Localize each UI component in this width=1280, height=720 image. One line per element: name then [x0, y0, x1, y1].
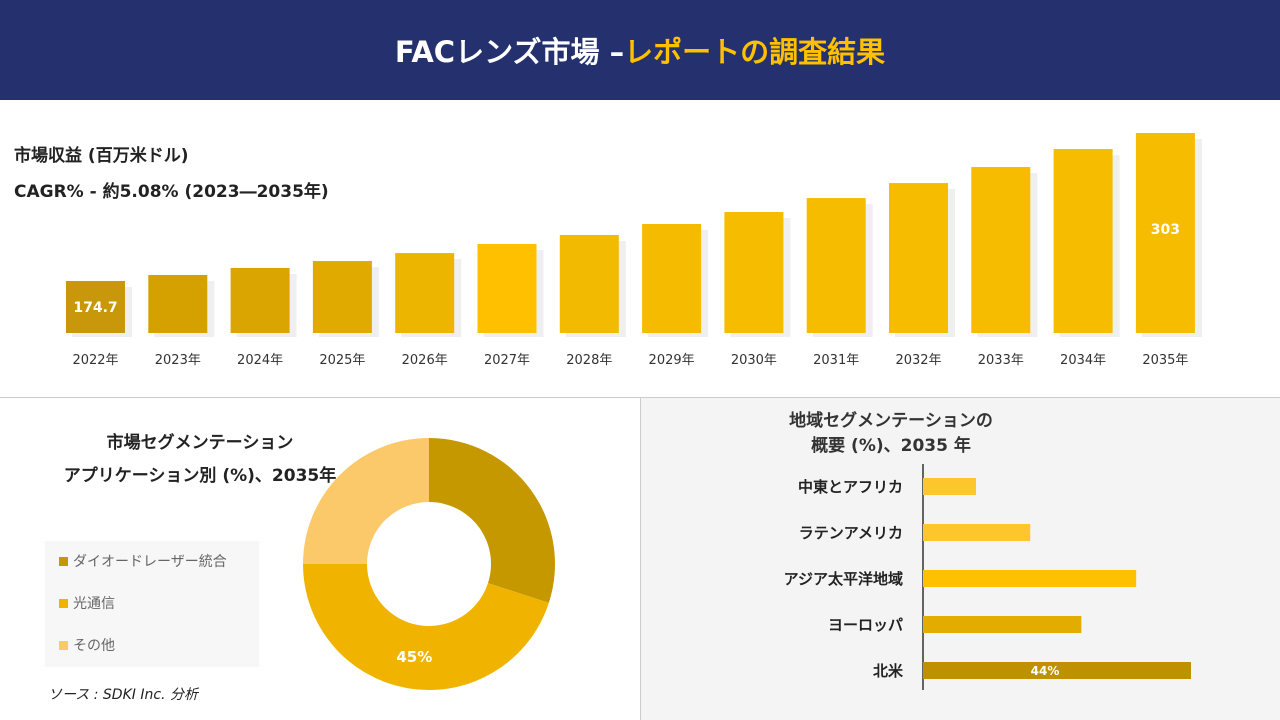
bar: [923, 662, 1191, 679]
revenue-bar-chart: 2022年 174.7 2023年 2024年 2025年 2026年 2027年 2028年…: [66, 133, 1202, 368]
legend-swatch: [59, 598, 68, 608]
bar: [923, 616, 1082, 633]
x-tick-label: 2024年: [237, 353, 283, 368]
divider: [0, 397, 1280, 398]
legend-label: 光通信: [73, 596, 115, 612]
category-label: アジア太平洋地域: [784, 570, 903, 588]
x-tick-label: 2026年: [402, 353, 448, 368]
title-main: FACレンズ市場 –: [394, 35, 625, 69]
bar: [1135, 133, 1195, 333]
application-donut-chart: 45%: [303, 438, 555, 691]
legend-label: ダイオードレーザー統合: [73, 554, 227, 570]
title-accent: レポートの調査結果: [624, 35, 886, 69]
category-label: 中東とアフリカ: [798, 478, 903, 496]
bar: [642, 224, 702, 333]
legend-item: その他: [59, 635, 115, 655]
legend-item: ダイオードレーザー統合: [59, 551, 227, 571]
legend-swatch: [59, 640, 68, 650]
data-label: 45%: [396, 648, 432, 666]
cagr-label: CAGR% - 約5.08% (2023―2035年): [14, 182, 329, 202]
bar: [806, 198, 866, 333]
bar: [1053, 149, 1113, 333]
bar: [312, 261, 372, 333]
revenue-label: 市場収益 (百万米ドル): [14, 146, 189, 166]
region-panel: 地域セグメンテーションの 概要 (%)、2035 年 中東とアフリカ ラテンアメリ…: [640, 398, 1280, 720]
legend-swatch: [59, 556, 68, 566]
bar: [395, 253, 455, 333]
x-tick-label: 2032年: [895, 353, 941, 368]
bar: [559, 234, 619, 333]
x-tick-label: 2035年: [1142, 353, 1188, 368]
donut-slice: [429, 438, 555, 603]
x-tick-label: 2030年: [731, 353, 777, 368]
bar: [724, 212, 784, 333]
category-label: 北米: [873, 662, 904, 680]
region-title-1: 地域セグメンテーションの: [789, 411, 993, 431]
x-tick-label: 2028年: [566, 353, 612, 368]
x-tick-label: 2034年: [1060, 353, 1106, 368]
data-label: 174.7: [73, 300, 117, 316]
legend-label: その他: [73, 638, 115, 654]
pie-title-2: アプリケーション別 (%)、2035年: [63, 466, 337, 486]
data-label: 303: [1151, 222, 1180, 238]
x-tick-label: 2027年: [484, 353, 530, 368]
x-tick-label: 2029年: [649, 353, 695, 368]
bar: [66, 280, 125, 333]
x-tick-label: 2025年: [319, 353, 365, 368]
bar: [148, 274, 208, 333]
bar: [477, 243, 537, 333]
x-tick-label: 2033年: [978, 353, 1024, 368]
donut-slice: [303, 564, 549, 691]
x-tick-label: 2023年: [155, 353, 201, 368]
pie-title-1: 市場セグメンテーション: [106, 433, 294, 453]
x-tick-label: 2031年: [813, 353, 859, 368]
page-title: FACレンズ市場 – レポートの調査結果: [0, 0, 1280, 100]
bar: [230, 267, 290, 333]
region-title-2: 概要 (%)、2035 年: [811, 436, 971, 456]
data-label: 44%: [1031, 664, 1060, 678]
bar: [923, 570, 1137, 587]
legend-item: 光通信: [59, 593, 115, 613]
category-label: ヨーロッパ: [828, 616, 903, 634]
x-tick-label: 2022年: [72, 353, 118, 368]
bar: [923, 524, 1031, 541]
bar: [923, 478, 976, 495]
bar: [889, 183, 948, 333]
bar: [971, 167, 1031, 333]
category-label: ラテンアメリカ: [799, 524, 903, 542]
pie-legend: ダイオードレーザー統合 光通信 その他: [45, 541, 259, 667]
donut-slice: [303, 438, 429, 564]
source-note: ソース : SDKI Inc. 分析: [48, 687, 198, 703]
